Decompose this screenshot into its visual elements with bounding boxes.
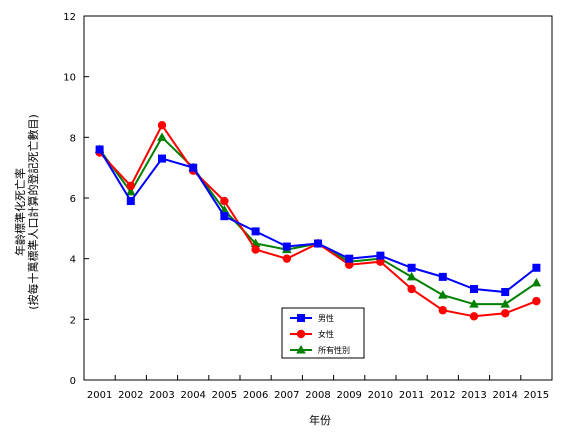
y-tick-label: 10 — [63, 73, 76, 84]
data-point — [126, 197, 135, 206]
x-tick-label: 2002 — [118, 390, 143, 401]
y-tick-label: 6 — [70, 194, 76, 205]
data-point — [345, 254, 354, 263]
data-point — [438, 272, 447, 281]
x-tick-label: 2005 — [212, 390, 237, 401]
legend-label: 男性 — [318, 313, 334, 323]
series-layer — [94, 121, 542, 321]
x-tick-label: 2006 — [243, 390, 268, 401]
legend-item: 男性 — [290, 313, 334, 323]
y-tick-label: 0 — [70, 376, 76, 387]
y-tick-label: 2 — [70, 315, 76, 326]
data-point — [501, 288, 510, 297]
data-point — [220, 196, 229, 206]
legend-item: 所有性別 — [290, 345, 350, 355]
x-tick-label: 2013 — [461, 390, 486, 401]
data-point — [189, 163, 198, 172]
x-tick-label: 2010 — [368, 390, 393, 401]
data-point — [158, 154, 166, 163]
y-axis-title-line1: 年齡標準化死亡率 — [13, 168, 27, 256]
series-square — [95, 145, 541, 297]
data-point — [95, 145, 104, 154]
x-axis-title: 年份 — [309, 413, 331, 427]
series-line — [98, 148, 538, 294]
data-point — [470, 285, 478, 293]
y-axis-title: 年齡標準化死亡率 (按每十萬標準人口計算的登記死亡數目) — [13, 114, 40, 310]
data-point — [501, 309, 510, 318]
x-tick-label: 2014 — [492, 390, 517, 401]
x-tick-label: 2004 — [180, 390, 205, 401]
data-point — [126, 186, 136, 196]
data-point — [531, 277, 542, 287]
data-point — [126, 181, 135, 191]
x-tick-label: 2003 — [149, 390, 174, 401]
x-tick-label: 2011 — [399, 390, 424, 401]
y-tick-label: 8 — [70, 133, 76, 144]
y-axis-title-line2: (按每十萬標準人口計算的登記死亡數目) — [26, 114, 40, 310]
data-point — [220, 212, 229, 221]
y-tick-label: 12 — [63, 12, 76, 23]
x-tick-label: 2009 — [336, 390, 361, 401]
y-tick-label: 4 — [70, 255, 76, 266]
legend-marker — [297, 314, 305, 322]
data-point — [532, 296, 541, 306]
legend-marker — [296, 329, 306, 339]
y-axis: 0 2 4 6 8 10 12 — [63, 12, 89, 387]
data-point — [282, 242, 291, 251]
data-point — [251, 227, 260, 236]
data-point — [532, 263, 541, 272]
x-axis: 2001 2002 2003 2004 2005 2006 2007 2008 2009 2010… — [83, 375, 553, 401]
x-tick-label: 2015 — [524, 390, 549, 401]
data-point — [500, 299, 510, 308]
data-point — [314, 239, 322, 248]
data-point — [438, 306, 447, 315]
data-point — [282, 254, 291, 263]
x-tick-label: 2001 — [87, 390, 112, 401]
x-tick-label: 2008 — [305, 390, 330, 401]
data-point — [469, 312, 479, 321]
data-point — [407, 263, 416, 272]
data-point — [406, 271, 417, 281]
data-point — [157, 132, 167, 141]
x-tick-label: 2012 — [430, 390, 455, 401]
data-point — [157, 121, 167, 130]
legend-item: 女性 — [290, 329, 334, 339]
data-point — [407, 284, 416, 294]
data-point — [438, 290, 448, 299]
data-point — [251, 245, 260, 254]
x-tick-label: 2007 — [274, 390, 299, 401]
legend-label: 所有性別 — [318, 345, 350, 355]
legend-label: 女性 — [318, 329, 334, 339]
legend-marker — [296, 345, 306, 354]
data-point — [469, 299, 479, 308]
data-point — [376, 251, 385, 260]
